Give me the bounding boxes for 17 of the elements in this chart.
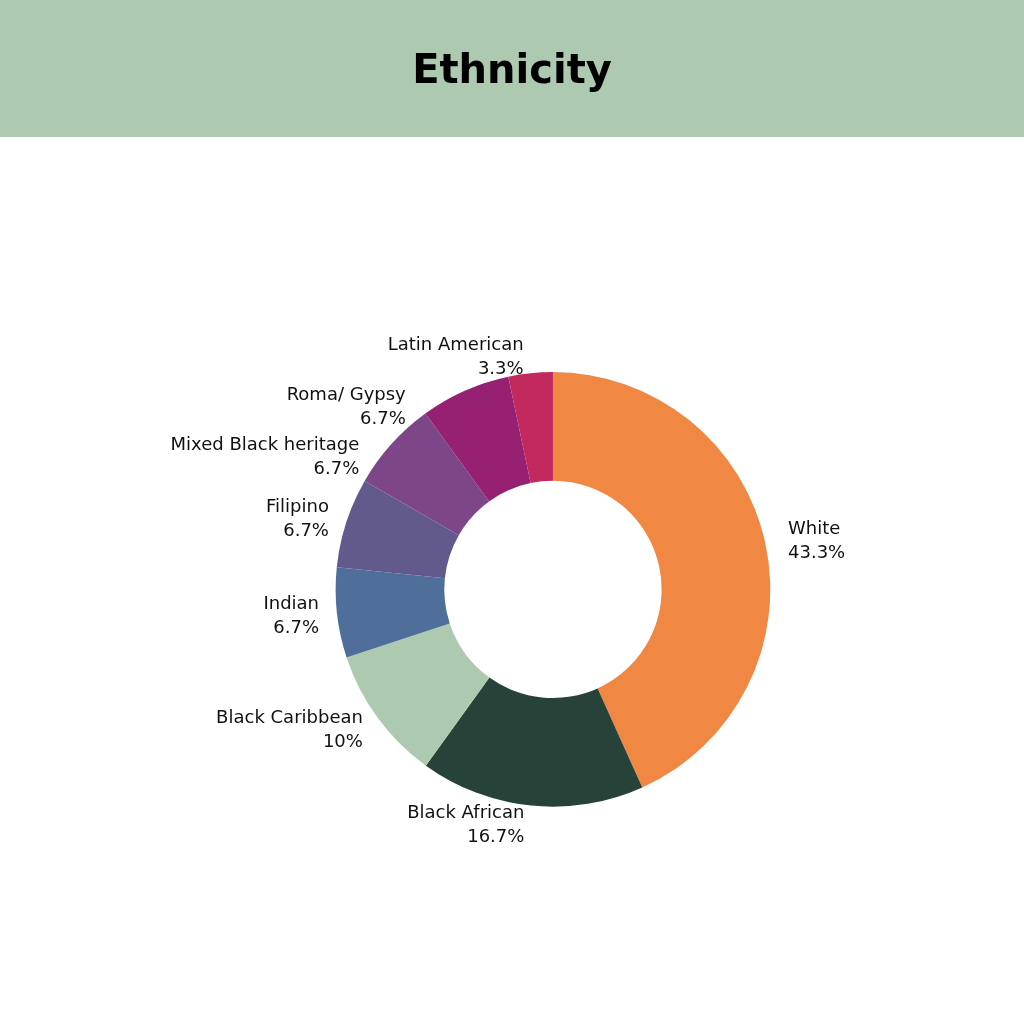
data-label: 6.7% [283,518,329,540]
data-label: 10% [322,729,363,751]
slice-label: Roma/ Gypsy [286,382,407,404]
data-label: 43.3% [788,541,846,563]
chart-title: Ethnicity [412,45,612,92]
data-label: 16.7% [467,825,525,846]
slice-label: White [788,517,841,539]
slice-label: Black Caribbean [216,705,363,727]
data-label: 6.7% [313,456,360,478]
slice-label: Mixed Black heritage [170,432,360,454]
slice-label: Filipino [266,494,329,516]
slice-label: Indian [263,592,320,614]
slice-label: Latin American [387,332,524,354]
data-label: 6.7% [273,616,320,638]
slice-label: Black African [407,801,525,822]
data-label: 6.7% [360,406,406,428]
data-label: 3.3% [477,356,524,378]
